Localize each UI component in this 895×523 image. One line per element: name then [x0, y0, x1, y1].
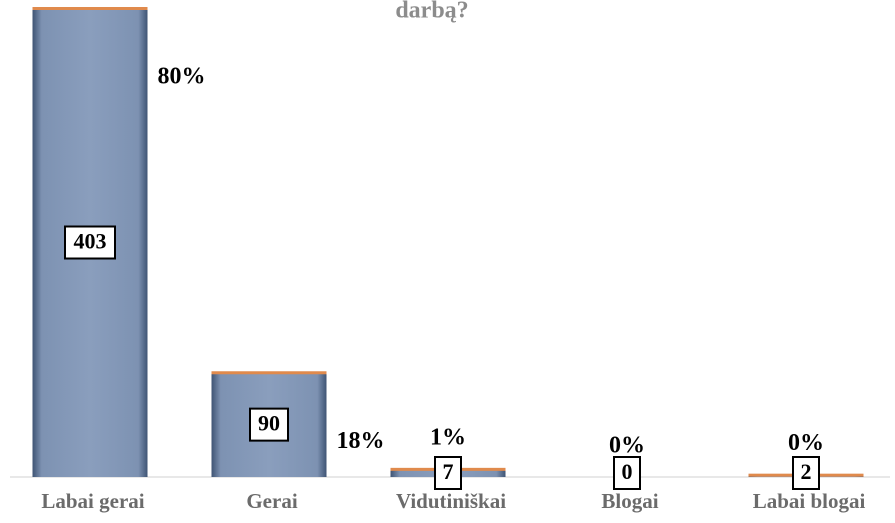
count-box: [434, 456, 462, 490]
percent-label: 1%: [430, 424, 466, 450]
count-label: 0: [622, 459, 633, 484]
x-tick-label: Vidutiniškai: [396, 489, 506, 513]
percent-label: 18%: [337, 428, 385, 454]
percent-label: 0%: [788, 430, 824, 456]
count-label: 90: [258, 411, 280, 436]
bar-top: [32, 7, 148, 10]
count-label: 403: [74, 229, 107, 254]
x-tick-label: Labai gerai: [41, 489, 144, 513]
count-label: 2: [801, 459, 812, 484]
percent-label: 80%: [158, 64, 206, 90]
x-tick-label: Labai blogai: [753, 489, 866, 513]
count-label: 7: [443, 459, 454, 484]
x-tick-label: Gerai: [246, 489, 297, 513]
percent-label: 0%: [609, 433, 645, 459]
count-box: [792, 456, 820, 490]
count-box: [249, 407, 289, 442]
count-box: [64, 225, 116, 260]
count-box: [613, 456, 641, 490]
x-tick-label: Blogai: [601, 489, 658, 513]
bar-top: [211, 371, 327, 375]
chart-title: darbą?: [395, 0, 468, 24]
